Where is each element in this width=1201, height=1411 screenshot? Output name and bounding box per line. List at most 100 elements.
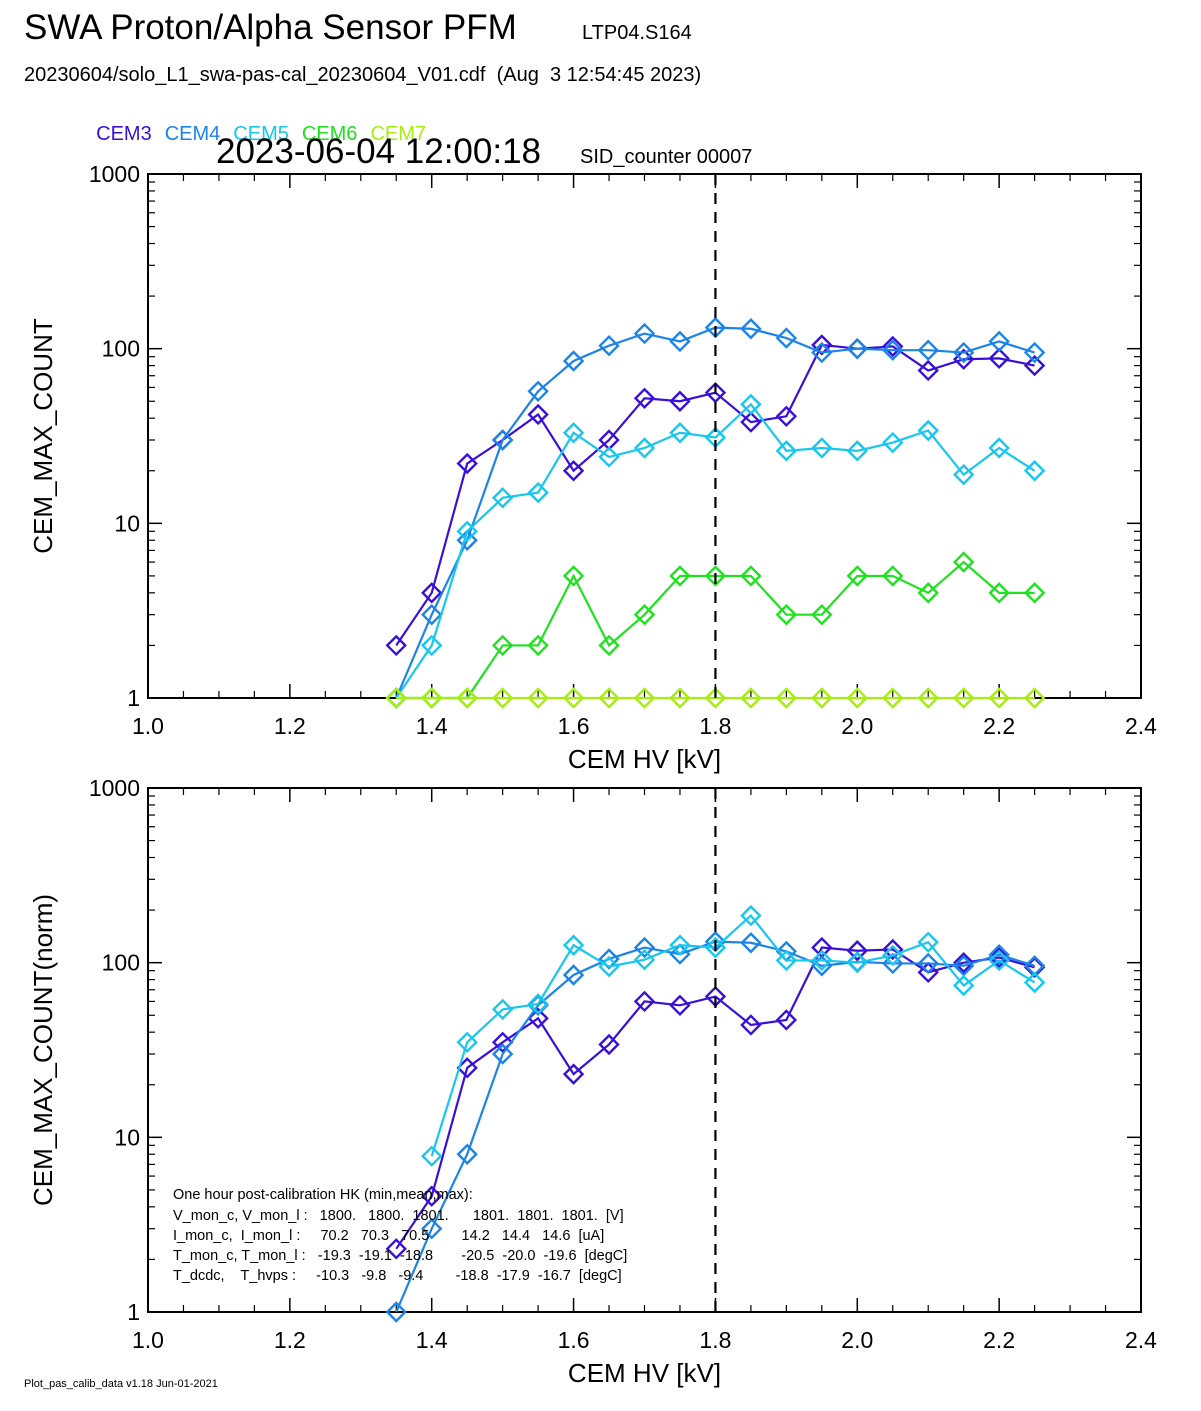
data-point-cem6 <box>633 603 656 626</box>
x-tick-label: 1.0 <box>132 1327 164 1353</box>
x-tick-label: 1.4 <box>416 1327 448 1353</box>
y-tick-label: 100 <box>102 336 140 362</box>
data-area <box>385 904 1046 1323</box>
data-point-cem6 <box>740 565 762 587</box>
data-point-cem3 <box>811 334 833 356</box>
data-point-cem4 <box>527 380 549 403</box>
hk-box: One hour post-calibration HK (min,mean,m… <box>173 1187 627 1284</box>
y-axis-label: CEM_MAX_COUNT <box>28 318 58 554</box>
data-point-cem3 <box>633 990 656 1013</box>
data-point-cem6 <box>775 603 798 626</box>
legend-entry-cem3: CEM3 <box>96 123 152 145</box>
data-point-cem4 <box>952 955 975 977</box>
page-title: SWA Proton/Alpha Sensor PFM <box>24 8 517 47</box>
x-tick-label: 2.0 <box>841 713 873 739</box>
data-point-cem3 <box>917 359 939 382</box>
data-point-cem7 <box>811 687 833 709</box>
data-point-cem5 <box>669 934 691 956</box>
y-tick-label: 1 <box>127 685 140 711</box>
data-point-cem6 <box>917 582 939 604</box>
data-point-cem4 <box>882 952 904 975</box>
data-point-cem6 <box>598 634 620 657</box>
x-tick-label: 1.8 <box>699 713 731 739</box>
sid-counter: SID_counter 00007 <box>580 146 753 168</box>
x-tick-label: 1.6 <box>558 713 590 739</box>
data-point-cem7 <box>421 687 443 709</box>
data-point-cem5 <box>704 936 727 959</box>
data-point-cem5 <box>811 437 833 459</box>
data-point-cem7 <box>669 687 691 709</box>
data-point-cem5 <box>988 437 1010 459</box>
data-area <box>385 316 1046 709</box>
data-point-cem4 <box>988 330 1010 353</box>
data-point-cem5 <box>491 487 514 509</box>
data-point-cem3 <box>988 347 1010 370</box>
data-point-cem7 <box>882 687 904 709</box>
data-point-cem6 <box>1023 582 1046 604</box>
data-point-cem5 <box>882 431 904 454</box>
legend-entry-cem4: CEM4 <box>164 123 221 145</box>
data-point-cem7 <box>988 687 1010 709</box>
data-point-cem4 <box>775 327 798 349</box>
x-tick-label: 2.4 <box>1125 713 1157 739</box>
data-point-cem5 <box>527 993 549 1015</box>
data-point-cem7 <box>740 687 762 709</box>
data-point-cem3 <box>669 390 691 412</box>
data-point-cem3 <box>385 1238 407 1260</box>
x-tick-label: 2.2 <box>983 1327 1015 1353</box>
data-point-cem3 <box>598 1033 620 1056</box>
data-point-cem4 <box>988 944 1010 966</box>
data-point-cem5 <box>456 1031 478 1053</box>
data-point-cem7 <box>1023 687 1046 709</box>
data-point-cem7 <box>846 687 868 709</box>
data-point-cem5 <box>952 463 975 486</box>
data-point-cem3 <box>882 938 904 961</box>
y-tick-label: 1000 <box>89 161 140 187</box>
hk-line: T_mon_c, T_mon_l : -19.3 -19.1 -18.8 -20… <box>173 1248 627 1264</box>
data-point-cem6 <box>811 603 833 626</box>
data-point-cem4 <box>385 1301 407 1323</box>
legend: CEM3 CEM4 CEM5 CEM6 CEM7 <box>85 100 439 146</box>
data-point-cem7 <box>562 687 585 709</box>
plot-frame <box>147 173 1142 699</box>
data-point-cem5 <box>633 437 656 459</box>
data-point-cem3 <box>882 335 904 358</box>
data-point-cem3 <box>740 411 762 433</box>
data-point-cem3 <box>775 405 798 427</box>
data-point-cem3 <box>740 1014 762 1036</box>
data-point-cem5 <box>598 446 620 468</box>
data-point-cem4 <box>882 339 904 361</box>
data-point-cem3 <box>421 1185 443 1207</box>
y-axis-label: CEM_MAX_COUNT(norm) <box>28 894 58 1206</box>
data-point-cem3 <box>562 1063 585 1085</box>
data-point-cem3 <box>704 381 727 404</box>
hk-line: I_mon_c, I_mon_l : 70.2 70.3 70.5 14.2 1… <box>173 1228 604 1244</box>
chart-panel-1: 1.0 1.2 1.4 1.6 1.8 2.0 2.2 2.4 1 10 100 1000 CEM HV… <box>28 161 1157 774</box>
data-point-cem4 <box>491 1043 514 1065</box>
data-point-cem5 <box>491 998 514 1021</box>
x-tick-label: 1.4 <box>416 713 448 739</box>
data-point-cem5 <box>562 934 585 956</box>
data-point-cem7 <box>775 687 798 709</box>
data-point-cem7 <box>456 687 478 709</box>
data-point-cem4 <box>740 932 762 954</box>
y-tick-label: 100 <box>102 950 140 976</box>
data-point-cem6 <box>669 565 691 587</box>
data-point-cem3 <box>952 951 975 974</box>
data-point-cem5 <box>775 949 798 972</box>
data-point-cem4 <box>562 350 585 372</box>
hk-line: V_mon_c, V_mon_l : 1800. 1800. 1801. 180… <box>173 1208 624 1224</box>
data-point-cem5 <box>952 974 975 997</box>
data-point-cem4 <box>633 936 656 959</box>
data-point-cem4 <box>562 964 585 986</box>
hk-heading: One hour post-calibration HK (min,mean,m… <box>173 1187 473 1203</box>
data-point-cem3 <box>491 1031 514 1053</box>
data-point-cem5 <box>846 440 868 462</box>
data-point-cem3 <box>456 452 478 475</box>
data-point-cem4 <box>598 334 620 357</box>
data-point-cem4 <box>952 341 975 364</box>
data-point-cem3 <box>562 460 585 482</box>
data-point-cem7 <box>704 687 727 709</box>
data-point-cem7 <box>633 687 656 709</box>
